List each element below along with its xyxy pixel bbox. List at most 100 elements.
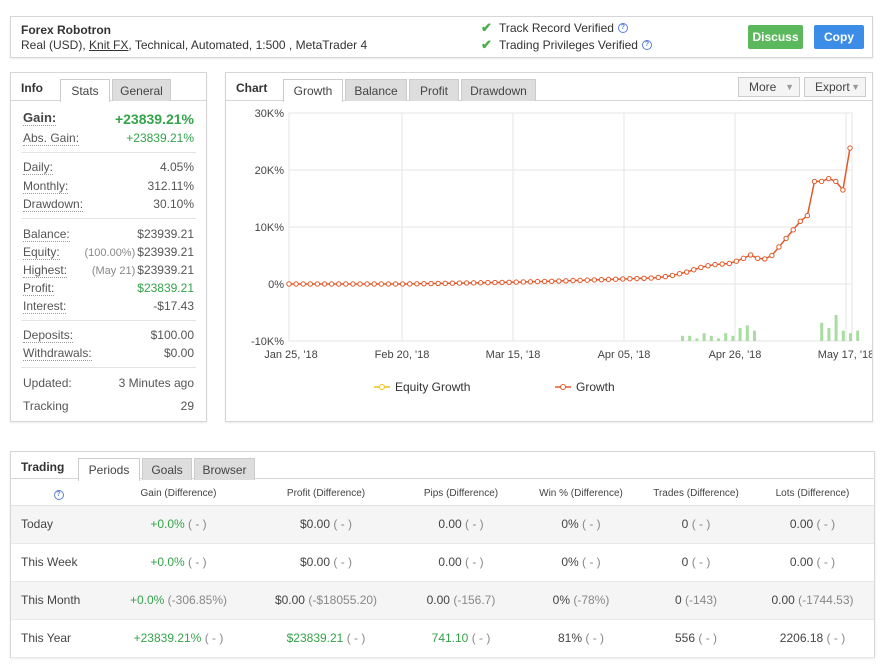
profit-value: $23839.21: [137, 281, 194, 295]
drawdown-row: Drawdown: 30.10%: [23, 197, 194, 213]
growth-point: [414, 281, 420, 287]
help-icon[interactable]: ?: [53, 489, 64, 500]
profit-diff: ( - ): [333, 555, 353, 569]
pips-cell: 741.10: [431, 631, 469, 645]
volume-bar: [738, 328, 742, 341]
legend-growth-marker: [560, 384, 566, 390]
help-icon[interactable]: ?: [641, 40, 652, 50]
growth-point: [570, 277, 576, 284]
x-tick-label: Apr 05, '18: [598, 349, 651, 361]
period-label: This Year: [11, 619, 106, 658]
lots-diff: ( - ): [816, 517, 836, 531]
tab-growth[interactable]: Growth: [283, 79, 343, 102]
export-label: Export: [815, 80, 850, 94]
col-win: Win % (Difference): [521, 483, 641, 506]
growth-point: [385, 281, 392, 287]
tab-periods[interactable]: Periods: [78, 458, 140, 481]
growth-point: [620, 276, 626, 282]
growth-point: [470, 280, 477, 286]
gain-cell: +0.0%: [129, 593, 165, 607]
tracking-value: 29: [180, 399, 194, 413]
win-diff: (-78%): [573, 593, 610, 607]
discuss-button[interactable]: Discuss: [748, 25, 803, 49]
tab-general[interactable]: General: [112, 79, 171, 101]
deposits-row: Deposits: $100.00: [23, 328, 194, 344]
table-row: This Year +23839.21% ( - ) $23839.21 ( -…: [11, 619, 874, 658]
volume-bar: [688, 335, 692, 341]
daily-row: Daily: 4.05%: [23, 160, 194, 176]
highest-value: $23939.21: [137, 263, 194, 277]
growth-point: [456, 280, 463, 286]
growth-point: [683, 269, 690, 275]
tab-drawdown[interactable]: Drawdown: [461, 79, 536, 101]
track-record-label: Track Record Verified: [499, 21, 614, 35]
gain-cell: +0.0%: [150, 555, 185, 569]
growth-point: [506, 279, 512, 285]
export-dropdown[interactable]: Export ▼: [804, 77, 866, 97]
growth-point: [293, 281, 299, 287]
table-row: This Week +0.0% ( - ) $0.00 ( - ) 0.00 (…: [11, 543, 874, 582]
period-label: This Month: [11, 581, 106, 620]
growth-point: [825, 175, 832, 182]
volume-bar: [849, 333, 852, 341]
growth-point: [847, 145, 853, 151]
pips-diff: ( - ): [465, 517, 484, 531]
account-header: Forex Robotron Real (USD), Knit FX, Tech…: [10, 16, 873, 58]
check-icon: ✔: [481, 37, 492, 52]
tab-stats[interactable]: Stats: [60, 79, 110, 102]
growth-point: [421, 280, 427, 287]
tab-browser[interactable]: Browser: [194, 458, 255, 480]
tab-profit[interactable]: Profit: [409, 79, 459, 101]
lots-cell: 0.00: [771, 593, 795, 607]
withdrawals-label: Withdrawals:: [23, 346, 92, 361]
growth-point: [676, 271, 683, 277]
growth-point: [790, 227, 796, 233]
tab-balance[interactable]: Balance: [345, 79, 407, 101]
growth-point: [605, 276, 612, 283]
tab-goals[interactable]: Goals: [142, 458, 192, 480]
divider: [21, 218, 196, 219]
growth-point: [818, 178, 825, 185]
y-tick-label: 10K%: [255, 222, 285, 234]
table-header-row: ? Gain (Difference) Profit (Difference) …: [11, 483, 874, 506]
info-title: Info: [21, 81, 43, 95]
pips-diff: ( - ): [471, 631, 491, 645]
pips-diff: ( - ): [465, 555, 484, 569]
drawdown-value: 30.10%: [153, 197, 194, 211]
broker-link[interactable]: Knit FX: [89, 38, 129, 52]
deposits-label: Deposits:: [23, 328, 74, 343]
periods-table: ? Gain (Difference) Profit (Difference) …: [11, 483, 874, 658]
growth-point: [762, 256, 768, 262]
volume-bar: [856, 330, 860, 341]
col-gain: Gain (Difference): [106, 483, 251, 506]
balance-row: Balance: $23939.21: [23, 227, 194, 243]
pips-cell: 0.00: [426, 593, 450, 607]
gain-cell: +23839.21%: [133, 631, 202, 645]
lots-diff: ( - ): [826, 631, 846, 645]
growth-point: [776, 244, 782, 250]
growth-point: [754, 255, 761, 262]
tracking-label[interactable]: Tracking: [23, 399, 69, 413]
profit-cell: $0.00: [274, 593, 305, 607]
copy-button[interactable]: Copy: [814, 25, 864, 49]
more-dropdown[interactable]: More ▼: [738, 77, 800, 97]
growth-point: [797, 218, 803, 225]
growth-point: [556, 278, 562, 284]
growth-point: [627, 276, 633, 282]
growth-point: [343, 281, 349, 287]
growth-point: [378, 281, 385, 287]
more-label: More: [749, 80, 777, 94]
info-panel: Info Stats General Gain: +23839.21% Abs.…: [10, 72, 207, 422]
win-diff: ( - ): [582, 555, 601, 569]
highest-row: Highest: (May 21) $23939.21: [23, 263, 194, 279]
monthly-label: Monthly:: [23, 179, 69, 194]
growth-point: [449, 280, 456, 286]
account-name: Forex Robotron: [21, 23, 111, 37]
volume-bar: [753, 330, 756, 341]
growth-point: [371, 281, 377, 287]
help-icon[interactable]: ?: [617, 23, 628, 33]
trading-title: Trading: [21, 460, 65, 474]
gain-value: +23839.21%: [114, 111, 194, 127]
lots-cell: 0.00: [789, 555, 814, 569]
growth-point: [719, 261, 725, 267]
